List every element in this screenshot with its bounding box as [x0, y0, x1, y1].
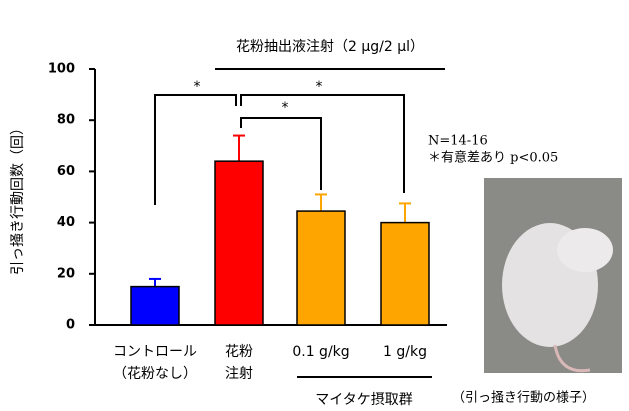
- x-tick-label: 花粉: [225, 344, 253, 360]
- photo: [484, 178, 622, 373]
- bar: [215, 161, 263, 325]
- chart: 花粉抽出液注射（2 μg/2 μl） 引っ掻き行動回数（回） マイタケ摂取群 N…: [0, 0, 629, 411]
- significance-label: *: [282, 100, 289, 116]
- group-label: マイタケ摂取群: [315, 392, 412, 408]
- y-tick-label: 0: [66, 318, 75, 333]
- y-axis-label: 引っ掻き行動回数（回）: [10, 121, 26, 275]
- x-tick-label: （花粉なし）: [113, 366, 197, 382]
- x-tick-label: 0.1 g/kg: [292, 344, 349, 360]
- y-tick-label: 40: [57, 215, 75, 230]
- y-tick-label: 60: [57, 164, 75, 179]
- bar: [131, 287, 179, 325]
- bar: [297, 211, 345, 325]
- x-tick-label: コントロール: [113, 344, 197, 360]
- note: ＊有意差あり p<0.05: [428, 150, 558, 166]
- x-tick-label: 1 g/kg: [383, 344, 427, 360]
- significance-label: *: [316, 79, 323, 95]
- y-tick-label: 80: [57, 113, 75, 128]
- page: 花粉抽出液注射（2 μg/2 μl） 引っ掻き行動回数（回） マイタケ摂取群 N…: [0, 0, 629, 411]
- photo-caption: （引っ掻き行動の様子）: [452, 391, 595, 406]
- significance-label: *: [194, 79, 201, 95]
- chart-title: 花粉抽出液注射（2 μg/2 μl）: [236, 39, 424, 55]
- significance-bracket: [241, 95, 404, 193]
- y-tick-label: 100: [48, 62, 75, 77]
- bar: [381, 223, 429, 325]
- y-tick-label: 20: [57, 266, 75, 281]
- note: N=14-16: [428, 134, 488, 149]
- x-tick-label: 注射: [225, 366, 253, 382]
